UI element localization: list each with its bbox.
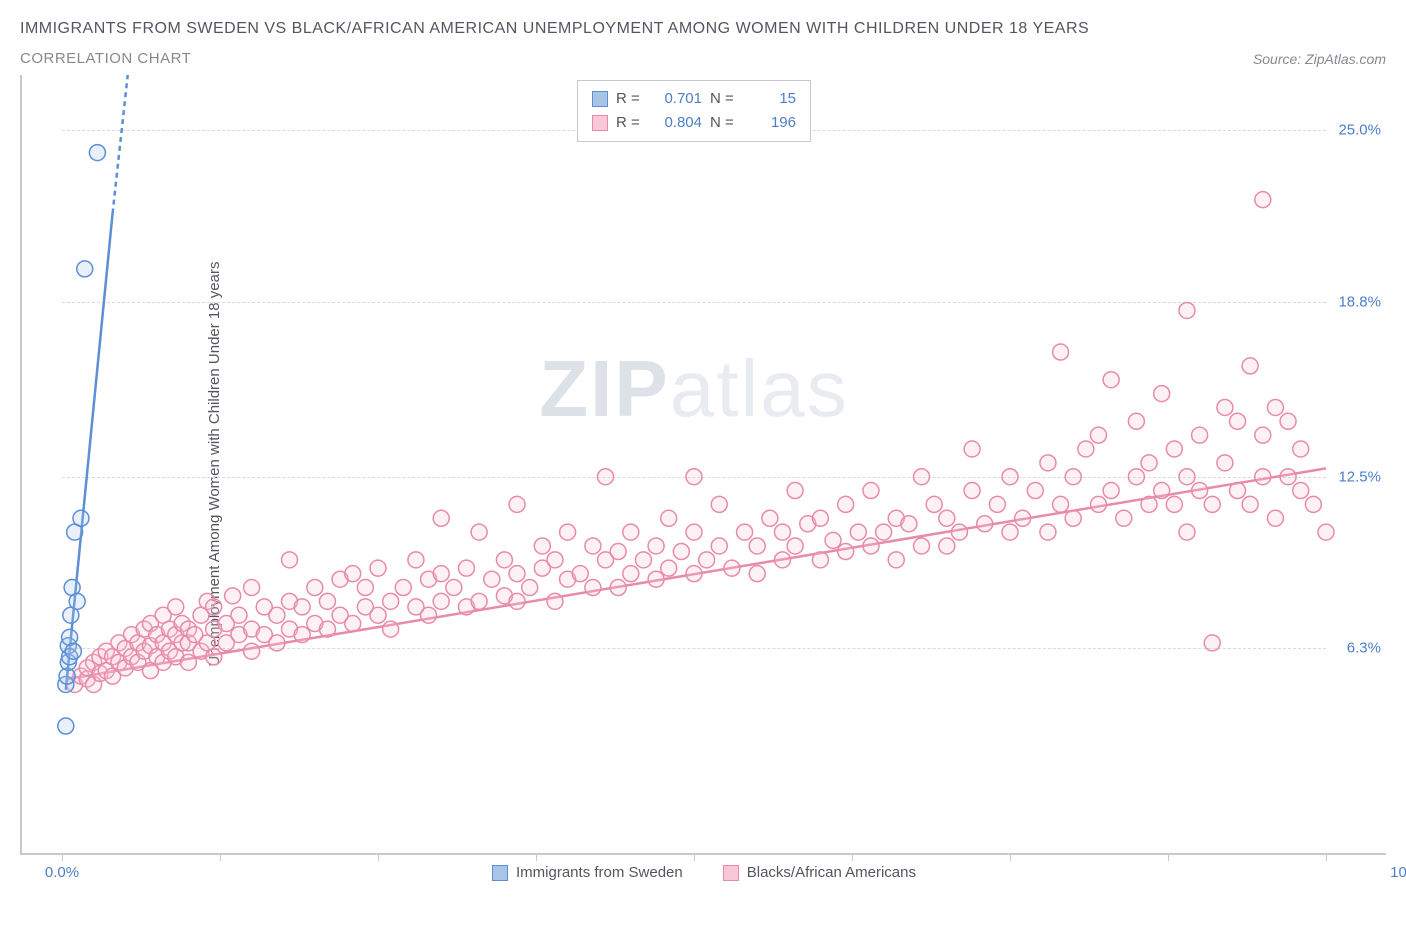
x-tick [694,853,695,861]
chart-title: IMMIGRANTS FROM SWEDEN VS BLACK/AFRICAN … [20,20,1386,38]
n-value-1: 196 [746,111,796,135]
x-tick [1326,853,1327,861]
y-tick-label: 25.0% [1338,122,1381,139]
r-label-1: R = [616,111,644,135]
plot-area: Unemployment Among Women with Children U… [20,75,1386,855]
r-value-1: 0.804 [652,111,702,135]
chart-subtitle: CORRELATION CHART [20,50,191,67]
legend-bottom-swatch-1 [723,865,739,881]
x-tick [62,853,63,861]
legend-series-names: Immigrants from Sweden Blacks/African Am… [492,864,916,881]
x-tick [220,853,221,861]
x-tick-label-min: 0.0% [45,864,79,881]
legend-bottom-label-0: Immigrants from Sweden [516,864,683,881]
legend-bottom-label-1: Blacks/African Americans [747,864,916,881]
legend-item-0: Immigrants from Sweden [492,864,683,881]
source-attribution: Source: ZipAtlas.com [1253,51,1386,67]
x-tick [536,853,537,861]
scatter-svg [62,75,1326,823]
legend-row-series-0: R = 0.701 N = 15 [592,87,796,111]
x-tick [1168,853,1169,861]
subtitle-row: CORRELATION CHART Source: ZipAtlas.com [20,50,1386,67]
legend-swatch-0 [592,91,608,107]
correlation-chart: IMMIGRANTS FROM SWEDEN VS BLACK/AFRICAN … [20,20,1386,910]
legend-item-1: Blacks/African Americans [723,864,916,881]
y-tick-label: 18.8% [1338,294,1381,311]
y-tick-label: 12.5% [1338,468,1381,485]
legend-stats: R = 0.701 N = 15 R = 0.804 N = 196 [577,80,811,142]
legend-row-series-1: R = 0.804 N = 196 [592,111,796,135]
legend-swatch-1 [592,115,608,131]
x-tick [1010,853,1011,861]
n-value-0: 15 [746,87,796,111]
x-tick [852,853,853,861]
y-tick-label: 6.3% [1347,640,1381,657]
r-value-0: 0.701 [652,87,702,111]
plot-inner: ZIPatlas R = 0.701 N = 15 R = 0.804 [62,75,1326,823]
n-label-0: N = [710,87,738,111]
n-label-1: N = [710,111,738,135]
legend-bottom-swatch-0 [492,865,508,881]
x-tick-label-max: 100.0% [1390,864,1406,881]
r-label-0: R = [616,87,644,111]
x-tick [378,853,379,861]
